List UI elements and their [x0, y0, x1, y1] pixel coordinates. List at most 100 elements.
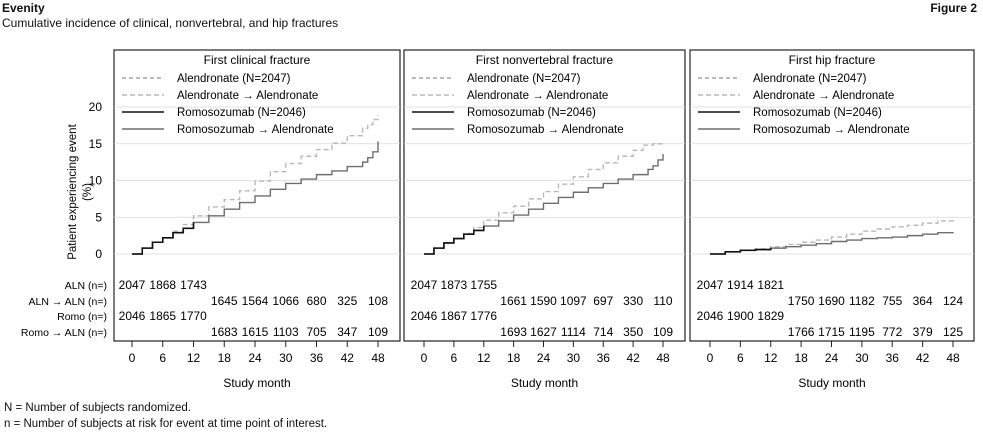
y-tick-label: 20 — [89, 100, 103, 114]
x-tick-label: 18 — [794, 351, 808, 365]
at-risk-value: 1627 — [530, 325, 557, 339]
at-risk-value: 1715 — [818, 325, 845, 339]
panel-title: First clinical fracture — [204, 53, 311, 67]
at-risk-value: 1693 — [500, 325, 527, 339]
at-risk-value: 1066 — [272, 294, 299, 308]
at-risk-value: 364 — [913, 294, 933, 308]
at-risk-value: 2046 — [119, 309, 146, 323]
at-risk-value: 1865 — [149, 309, 176, 323]
series-line — [132, 115, 379, 255]
fracture-incidence-chart: Patient experiencing event (%)05101520ALN… — [21, 49, 975, 390]
y-tick-label: 15 — [89, 137, 103, 151]
y-tick-label: 0 — [95, 247, 102, 261]
at-risk-value: 1097 — [560, 294, 587, 308]
legend-entry: Alendronate (N=2047) — [753, 73, 867, 85]
legend-entry: Romosozumab → Alendronate — [753, 124, 910, 136]
x-axis-title: Study month — [223, 376, 290, 390]
at-risk-value: 1900 — [727, 309, 754, 323]
at-risk-value: 2046 — [411, 309, 438, 323]
x-tick-label: 30 — [855, 351, 869, 365]
x-tick-label: 48 — [371, 351, 385, 365]
x-tick-label: 6 — [451, 351, 458, 365]
footnote-n-randomized: N = Number of subjects randomized. — [4, 402, 191, 414]
at-risk-value: 2046 — [697, 309, 724, 323]
panel-2: First nonvertebral fracture Alendronate (… — [403, 49, 686, 390]
series-line — [710, 218, 954, 255]
at-risk-value: 1821 — [757, 278, 784, 292]
at-risk-value: 1195 — [849, 325, 875, 339]
at-risk-value: 1914 — [727, 278, 754, 292]
figure-label: Figure 2 — [930, 1, 977, 15]
legend-entry: Romosozumab (N=2046) — [467, 107, 596, 119]
at-risk-value: 1103 — [273, 325, 299, 339]
x-tick-label: 6 — [737, 351, 744, 365]
at-risk-value: 1590 — [530, 294, 557, 308]
at-risk-value: 1868 — [149, 278, 176, 292]
x-tick-label: 48 — [946, 351, 960, 365]
at-risk-value: 109 — [653, 325, 673, 339]
x-tick-label: 18 — [218, 351, 232, 365]
x-axis-title: Study month — [511, 376, 578, 390]
at-risk-value: 109 — [368, 325, 388, 339]
x-tick-label: 0 — [129, 351, 136, 365]
at-risk-value: 1114 — [561, 325, 586, 339]
panel-1: First clinical fracture Alendronate (N=20… — [113, 49, 401, 390]
legend-entry: Alendronate → Alendronate — [753, 90, 894, 102]
at-risk-value: 330 — [623, 294, 643, 308]
at-risk-value: 108 — [368, 294, 388, 308]
x-axis-title: Study month — [798, 376, 865, 390]
legend-entry: Romosozumab (N=2046) — [753, 107, 882, 119]
panel-title: First hip fracture — [789, 53, 876, 67]
legend-entry: Romosozumab → Alendronate — [177, 124, 334, 136]
x-tick-label: 0 — [421, 351, 428, 365]
at-risk-value: 124 — [943, 294, 963, 308]
x-tick-label: 36 — [310, 351, 324, 365]
at-risk-value: 714 — [593, 325, 613, 339]
y-axis-title: Patient experiencing event (%) — [67, 123, 94, 259]
legend-entry: Romosozumab (N=2046) — [177, 107, 306, 119]
at-risk-value: 110 — [653, 294, 672, 308]
risk-row-label: ALN → ALN (n=) — [29, 296, 108, 308]
at-risk-value: 325 — [337, 294, 357, 308]
legend-entry: Alendronate (N=2047) — [467, 73, 581, 85]
footnote-n-at-risk: n = Number of subjects at risk for event… — [4, 418, 328, 430]
at-risk-value: 1615 — [242, 325, 269, 339]
page-title: Evenity — [2, 1, 45, 15]
risk-row-label: Romo → ALN (n=) — [21, 327, 107, 339]
at-risk-value: 379 — [913, 325, 933, 339]
x-tick-label: 30 — [279, 351, 293, 365]
at-risk-value: 350 — [623, 325, 643, 339]
at-risk-value: 1867 — [441, 309, 468, 323]
y-tick-label: 10 — [89, 174, 103, 188]
x-tick-label: 12 — [764, 351, 778, 365]
x-tick-label: 42 — [341, 351, 355, 365]
at-risk-value: 1683 — [211, 325, 238, 339]
at-risk-value: 1776 — [470, 309, 497, 323]
at-risk-value: 1645 — [211, 294, 238, 308]
at-risk-value: 680 — [306, 294, 326, 308]
legend-entry: Alendronate (N=2047) — [177, 73, 291, 85]
x-tick-label: 18 — [507, 351, 521, 365]
at-risk-value: 1182 — [849, 294, 875, 308]
x-tick-label: 0 — [707, 351, 714, 365]
x-tick-label: 6 — [159, 351, 166, 365]
at-risk-value: 1829 — [757, 309, 784, 323]
legend-entry: Alendronate → Alendronate — [177, 90, 318, 102]
at-risk-value: 1766 — [788, 325, 815, 339]
risk-row-label: ALN (n=) — [65, 280, 107, 292]
at-risk-value: 1661 — [500, 294, 527, 308]
at-risk-value: 697 — [593, 294, 613, 308]
at-risk-value: 1750 — [788, 294, 815, 308]
x-tick-label: 30 — [567, 351, 581, 365]
series-line — [424, 143, 663, 255]
series-line — [424, 226, 485, 255]
series-line — [132, 222, 195, 255]
series-line — [710, 248, 772, 255]
x-tick-label: 36 — [886, 351, 900, 365]
at-risk-value: 2047 — [119, 278, 146, 292]
at-risk-value: 2047 — [697, 278, 724, 292]
at-risk-value: 705 — [306, 325, 326, 339]
at-risk-value: 1770 — [180, 309, 207, 323]
legend-entry: Alendronate → Alendronate — [467, 90, 608, 102]
at-risk-value: 1873 — [441, 278, 468, 292]
